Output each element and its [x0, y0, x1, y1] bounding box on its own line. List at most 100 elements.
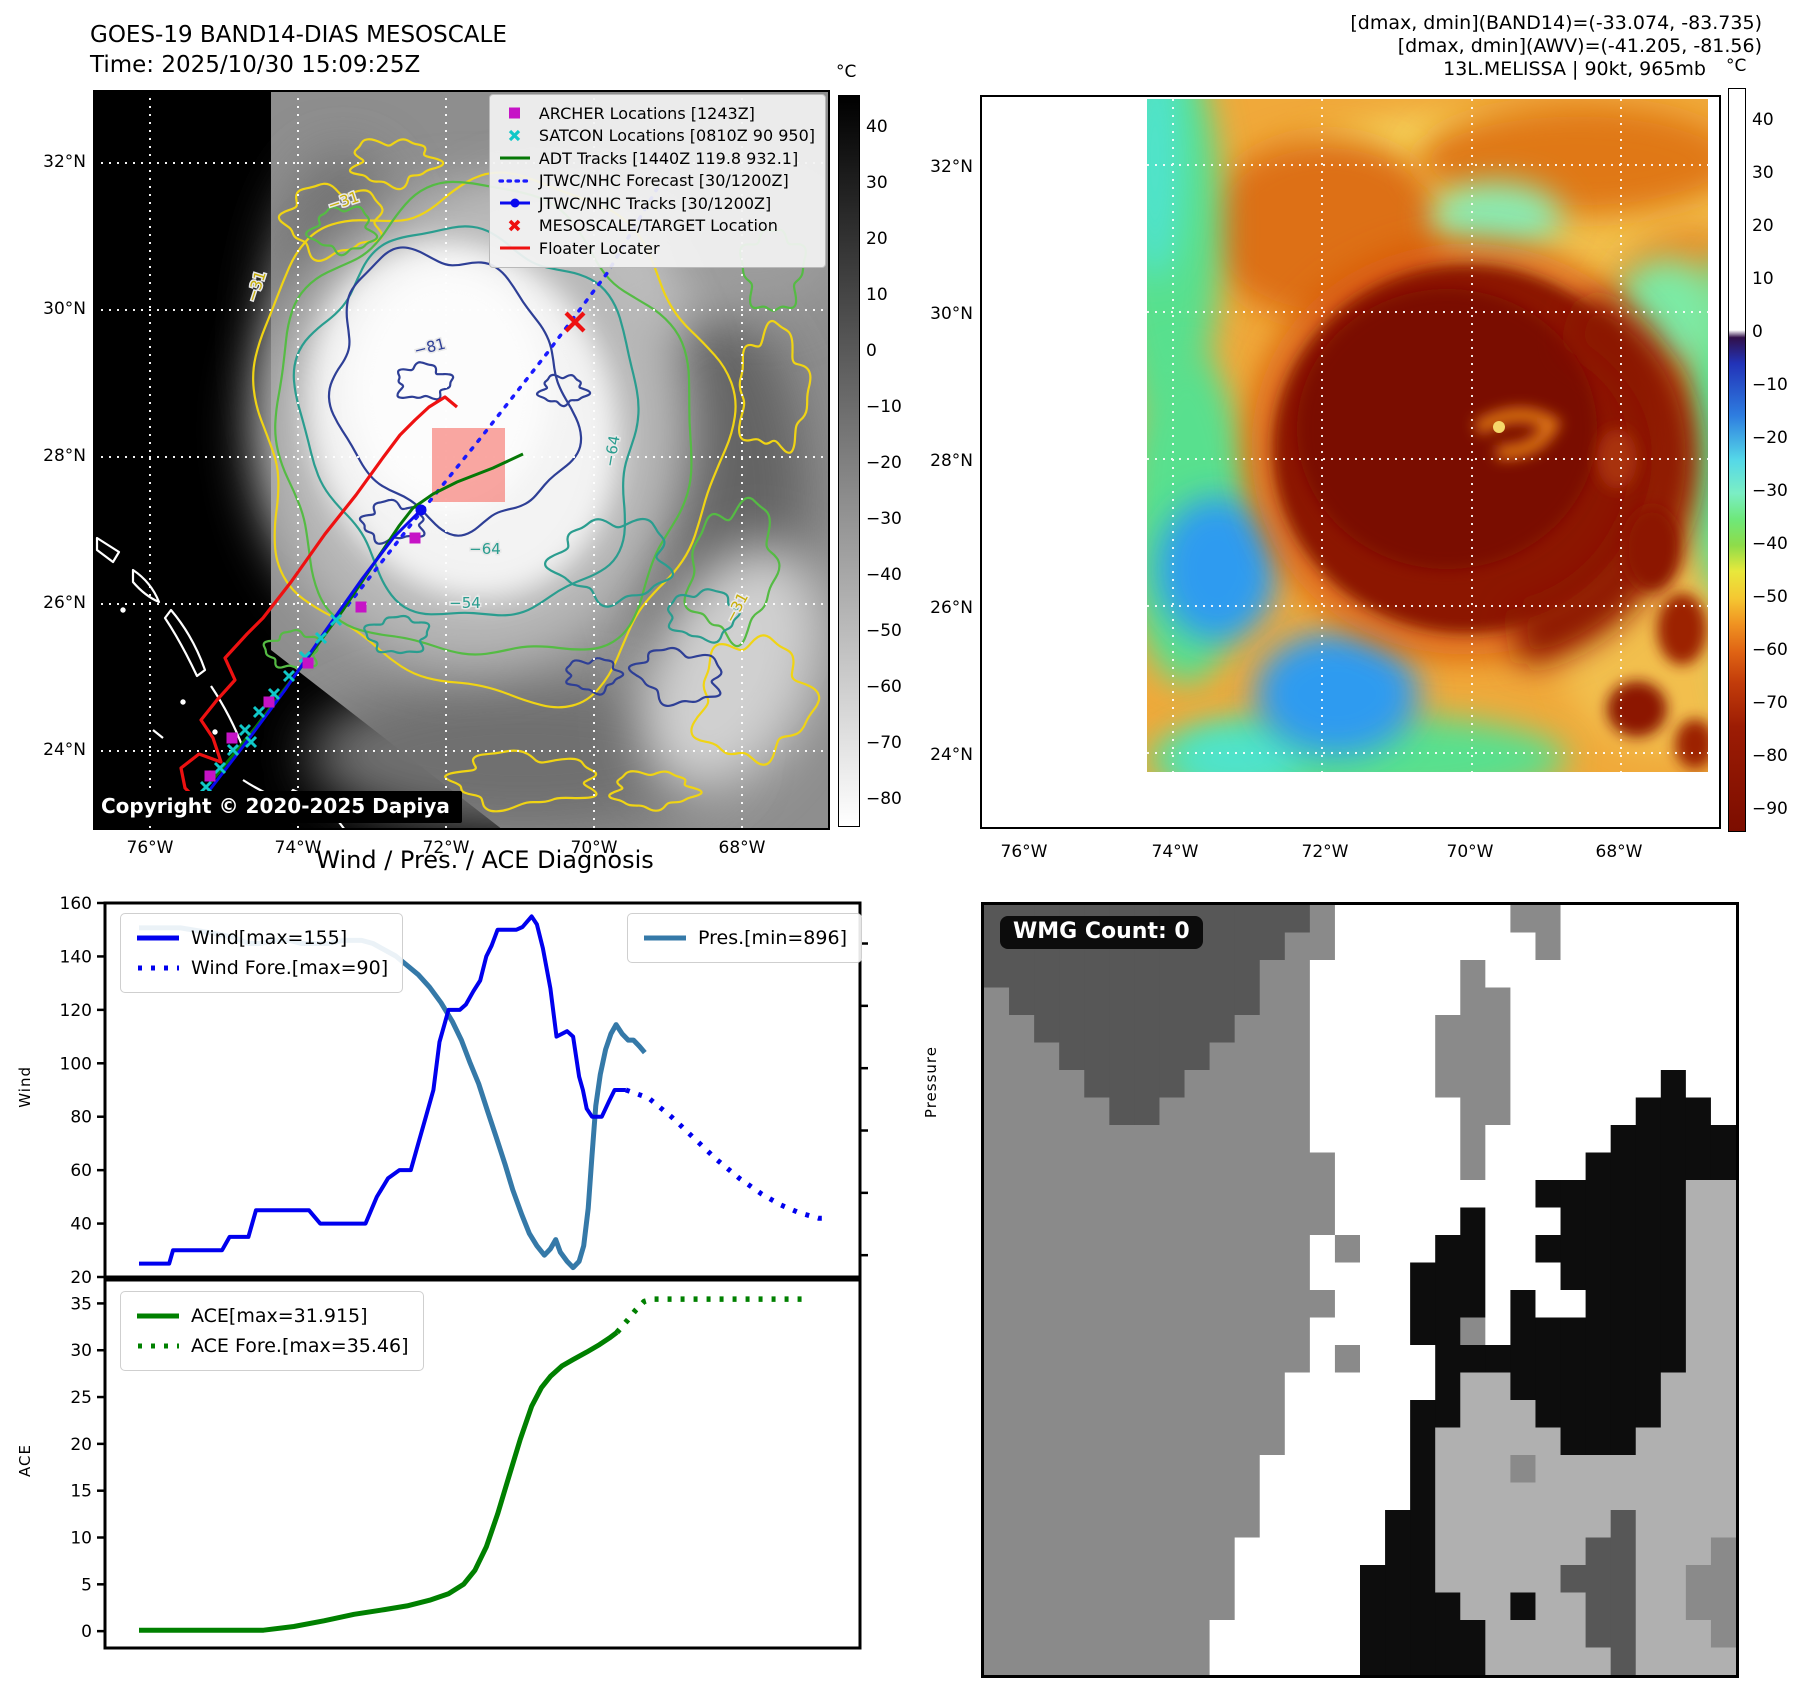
- svg-text:25: 25: [70, 1388, 92, 1408]
- tick-label: 28°N: [930, 451, 973, 471]
- tick-label: 30°N: [930, 304, 973, 324]
- svg-text:120: 120: [60, 1001, 92, 1021]
- wind-dotted-line-icon: [138, 965, 179, 971]
- tick-label: 72°W: [422, 838, 470, 858]
- svg-text:100: 100: [60, 1054, 92, 1074]
- tick-label: −10: [866, 397, 902, 417]
- pres-legend-item: Pres.[min=896]: [642, 923, 847, 953]
- wmg-panel: [981, 902, 1739, 1678]
- ace-legend: ACE[max=31.915] ACE Fore.[max=35.46]: [120, 1291, 424, 1371]
- tick-label: 26°N: [930, 598, 973, 618]
- tick-label: 30°N: [43, 299, 86, 319]
- mesoscale-target-x: [564, 311, 586, 333]
- awv-satellite-map: [980, 95, 1721, 829]
- tick-label: −30: [1752, 481, 1788, 501]
- svg-text:10: 10: [70, 1529, 92, 1549]
- tick-label: −50: [866, 621, 902, 641]
- tick-label: 76°W: [1000, 842, 1048, 862]
- tick-label: −10: [1752, 375, 1788, 395]
- ace-dotted-line-icon: [138, 1343, 179, 1349]
- band14-colorbar-unit: °C: [836, 62, 857, 82]
- svg-text:160: 160: [60, 895, 92, 914]
- tick-label: −60: [866, 677, 902, 697]
- chart-title: Wind / Pres. / ACE Diagnosis: [316, 846, 654, 874]
- blue-dotted-line-icon: [498, 179, 532, 183]
- wind-legend-item: Wind[max=155]: [135, 923, 388, 953]
- tick-label: −80: [1752, 746, 1788, 766]
- tick-label: −30: [866, 509, 902, 529]
- tick-label: −20: [1752, 428, 1788, 448]
- awv-color-image: [1147, 99, 1708, 772]
- svg-text:15: 15: [70, 1482, 92, 1502]
- tick-label: 76°W: [126, 838, 174, 858]
- ace-axis-label: ACE: [16, 1444, 34, 1477]
- svg-text:20: 20: [70, 1435, 92, 1455]
- tick-label: 70°W: [1446, 842, 1494, 862]
- svg-text:20: 20: [70, 1268, 92, 1288]
- tick-label: −90: [1752, 799, 1788, 819]
- band14-colorbar: [838, 95, 860, 827]
- svg-text:140: 140: [60, 947, 92, 967]
- legend-item-satcon: SATCON Locations [0810Z 90 950]: [498, 125, 815, 148]
- ace-line-icon: [137, 1313, 179, 1319]
- tick-label: 30: [866, 173, 888, 193]
- wind-line-icon: [137, 935, 179, 941]
- tick-label: 24°N: [43, 740, 86, 760]
- magenta-square-icon: [508, 107, 520, 119]
- wind-fore-legend-item: Wind Fore.[max=90]: [135, 953, 388, 983]
- tick-label: 72°W: [1301, 842, 1349, 862]
- band14-satellite-map: −31 −31 −31 −54 −64 −64 −81 ARCHER Locations […: [93, 90, 830, 830]
- blue-line-circle-icon: [499, 198, 530, 208]
- tick-label: −40: [1752, 534, 1788, 554]
- tick-label: −60: [1752, 640, 1788, 660]
- wind-legend: Wind[max=155] Wind Fore.[max=90]: [120, 913, 404, 993]
- svg-text:5: 5: [81, 1575, 92, 1595]
- map-legend: ARCHER Locations [1243Z] SATCON Location…: [488, 94, 826, 268]
- tick-label: 0: [866, 341, 877, 361]
- tick-label: 32°N: [930, 157, 973, 177]
- figure-header: GOES-19 BAND14-DIAS MESOSCALE Time: 2025…: [90, 20, 507, 80]
- cyan-x-icon: [508, 129, 520, 141]
- tick-label: 20: [866, 229, 888, 249]
- svg-text:80: 80: [70, 1108, 92, 1128]
- pressure-axis-label: Pressure: [922, 1046, 940, 1119]
- dmax-dmin-awv: [dmax, dmin](AWV)=(-41.205, -81.56): [1397, 35, 1762, 57]
- tick-label: −70: [866, 733, 902, 753]
- tick-label: 40: [1752, 110, 1774, 130]
- pressure-legend: Pres.[min=896]: [627, 913, 862, 963]
- svg-text:35: 35: [70, 1294, 92, 1314]
- pressure-line-icon: [644, 935, 686, 941]
- tick-label: 74°W: [1151, 842, 1199, 862]
- mesoscale-target-box: [432, 428, 505, 502]
- tick-label: 26°N: [43, 593, 86, 613]
- page-title: GOES-19 BAND14-DIAS MESOSCALE: [90, 22, 507, 48]
- legend-item-target: MESOSCALE/TARGET Location: [498, 215, 815, 238]
- dmax-dmin-band14: [dmax, dmin](BAND14)=(-33.074, -83.735): [1350, 12, 1762, 34]
- legend-item-jtwc-track: JTWC/NHC Tracks [30/1200Z]: [498, 192, 815, 215]
- svg-text:0: 0: [81, 1622, 92, 1642]
- green-line-icon: [499, 156, 530, 160]
- tick-label: 24°N: [930, 745, 973, 765]
- red-x-icon: [508, 219, 521, 232]
- tick-label: 74°W: [274, 838, 322, 858]
- header-right: [dmax, dmin](BAND14)=(-33.074, -83.735) …: [1150, 12, 1762, 81]
- svg-text:30: 30: [70, 1341, 92, 1361]
- tick-label: 68°W: [718, 838, 766, 858]
- wmg-grid-canvas: [984, 905, 1736, 1675]
- ace-legend-item: ACE[max=31.915]: [135, 1301, 409, 1331]
- red-line-icon: [499, 246, 530, 250]
- awv-colorbar: [1728, 88, 1746, 832]
- legend-item-adt: ADT Tracks [1440Z 119.8 932.1]: [498, 147, 815, 170]
- tick-label: −50: [1752, 587, 1788, 607]
- tick-label: 20: [1752, 216, 1774, 236]
- tick-label: 28°N: [43, 446, 86, 466]
- legend-item-forecast: JTWC/NHC Forecast [30/1200Z]: [498, 170, 815, 193]
- jtwc-track-point: [415, 504, 427, 516]
- storm-id-intensity: 13L.MELISSA | 90kt, 965mb: [1443, 58, 1706, 80]
- tick-label: −80: [866, 789, 902, 809]
- svg-text:−64: −64: [469, 540, 501, 558]
- timestamp: Time: 2025/10/30 15:09:25Z: [90, 52, 421, 78]
- tick-label: −70: [1752, 693, 1788, 713]
- tick-label: −20: [866, 453, 902, 473]
